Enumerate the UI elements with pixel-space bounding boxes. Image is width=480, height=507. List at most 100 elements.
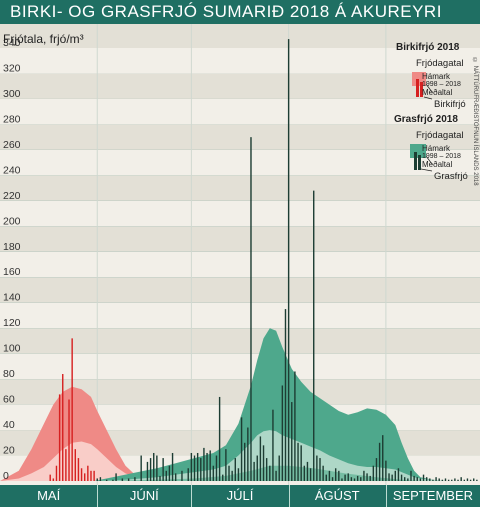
- y-tick-label: 180: [3, 241, 21, 253]
- grass-bar: [187, 468, 189, 481]
- y-axis-label: Frjótala, frjó/m³: [3, 32, 84, 46]
- legend-grass-title: Grasfrjó 2018: [394, 114, 458, 125]
- y-tick-label: 40: [3, 419, 15, 431]
- grass-bar: [429, 478, 431, 481]
- legend-birch-max: Hámark: [422, 72, 451, 81]
- grass-bar: [294, 371, 296, 481]
- grass-bar: [441, 479, 444, 481]
- grass-mean-area: [94, 430, 446, 481]
- grass-bar: [306, 461, 309, 481]
- grass-bar: [218, 396, 221, 481]
- y-tick-label: 160: [3, 266, 21, 278]
- grass-bar: [316, 455, 318, 481]
- grass-bar: [190, 452, 193, 481]
- grass-bar: [447, 479, 450, 481]
- grass-bar: [375, 458, 378, 481]
- grass-bar: [162, 458, 164, 481]
- grass-bar: [360, 477, 362, 481]
- grass-bar: [419, 478, 422, 481]
- grass-bar: [372, 465, 375, 481]
- grass-bar: [407, 478, 409, 481]
- grass-bar: [366, 473, 368, 481]
- grass-bar: [253, 461, 255, 481]
- grass-bar: [127, 478, 130, 481]
- grass-bar: [200, 458, 202, 481]
- grass-bar: [262, 445, 265, 481]
- grass-bar: [250, 137, 252, 481]
- y-tick-label: 20: [3, 445, 15, 457]
- grass-bar: [356, 475, 359, 481]
- legend-birch-bar-swatch: [420, 82, 423, 97]
- grass-max-area: [94, 328, 446, 481]
- grass-bar: [193, 455, 196, 481]
- grass-bar: [378, 442, 381, 481]
- grass-bar: [404, 477, 406, 481]
- birch-bar: [71, 338, 73, 481]
- y-tick-label: 260: [3, 139, 21, 151]
- grass-bar: [388, 473, 390, 481]
- month-label: JÚLÍ: [226, 488, 254, 503]
- grass-bar: [444, 478, 447, 481]
- month-label: ÁGÚST: [314, 488, 360, 503]
- grid-band: [0, 24, 480, 48]
- grass-bar: [165, 470, 167, 481]
- grass-bar: [391, 474, 393, 481]
- month-label: JÚNÍ: [129, 488, 159, 503]
- grid-band: [0, 277, 480, 303]
- chart-title: BIRKI- OG GRASFRJÓ SUMARIÐ 2018 Á AKUREY…: [0, 0, 480, 24]
- grass-bar: [400, 474, 403, 481]
- grass-bar: [275, 470, 277, 481]
- grass-bar: [247, 427, 249, 481]
- grass-bar: [325, 474, 327, 481]
- grass-bar: [121, 478, 124, 481]
- grass-bar: [410, 470, 412, 481]
- grass-bar: [244, 442, 246, 481]
- month-separator: [191, 485, 193, 507]
- birch-bar: [55, 465, 58, 481]
- grass-bar: [322, 465, 324, 481]
- grass-bar: [334, 468, 337, 481]
- grass-bar: [425, 477, 428, 481]
- grass-bar: [291, 402, 293, 481]
- grass-bar: [397, 468, 400, 481]
- grass-bar: [422, 474, 425, 481]
- grass-bar: [171, 452, 174, 481]
- grass-bar: [269, 465, 271, 481]
- grass-bar: [112, 479, 114, 481]
- birch-max-area: [0, 386, 164, 481]
- month-axis: MAÍ JÚNÍ JÚLÍ ÁGÚST SEPTEMBER: [0, 485, 480, 507]
- birch-mean-area: [0, 441, 164, 481]
- legend-birch-mean: Meðaltal: [422, 88, 453, 97]
- birch-bar: [58, 394, 61, 481]
- grass-bar: [225, 449, 227, 481]
- birch-bar: [49, 474, 51, 481]
- legend-birch-mean-pointer: [425, 83, 433, 93]
- birch-bar: [68, 399, 70, 481]
- grass-bar: [382, 435, 384, 481]
- birch-bar: [80, 468, 83, 481]
- grid-band: [0, 73, 480, 99]
- grass-bar: [454, 478, 456, 481]
- grass-bar: [338, 470, 340, 481]
- grass-bar: [256, 455, 258, 481]
- legend-birch-bar-swatch: [416, 79, 419, 97]
- legend-grass-years: 1998 – 2018: [422, 153, 461, 160]
- y-tick-label: 320: [3, 62, 21, 74]
- grass-bar: [473, 478, 475, 481]
- grass-bar: [281, 385, 284, 481]
- grid-band: [0, 98, 480, 125]
- birch-bar: [84, 473, 86, 481]
- legend-grass-mean-pointer: [425, 155, 433, 165]
- month-label: SEPTEMBER: [392, 488, 474, 503]
- grid-band: [0, 200, 480, 227]
- y-tick-label: 200: [3, 215, 21, 227]
- birch-bar: [93, 470, 95, 481]
- grass-bar: [344, 474, 346, 481]
- birch-bar: [87, 465, 89, 481]
- y-tick-label: 80: [3, 368, 15, 380]
- grass-bar: [115, 473, 117, 481]
- grass-bar: [215, 455, 218, 481]
- grass-bar: [99, 477, 102, 481]
- grass-bar: [341, 478, 343, 481]
- grid-band: [0, 328, 480, 354]
